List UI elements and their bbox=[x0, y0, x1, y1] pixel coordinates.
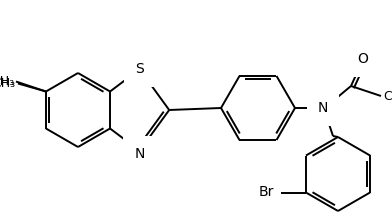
Text: N: N bbox=[318, 101, 328, 115]
Text: Br: Br bbox=[259, 185, 274, 200]
Text: N: N bbox=[134, 147, 145, 161]
Text: S: S bbox=[135, 62, 144, 76]
Text: CH₃: CH₃ bbox=[0, 77, 15, 90]
Text: O: O bbox=[358, 52, 368, 66]
Text: CH₃: CH₃ bbox=[0, 75, 14, 88]
Text: CH₃: CH₃ bbox=[383, 90, 392, 103]
